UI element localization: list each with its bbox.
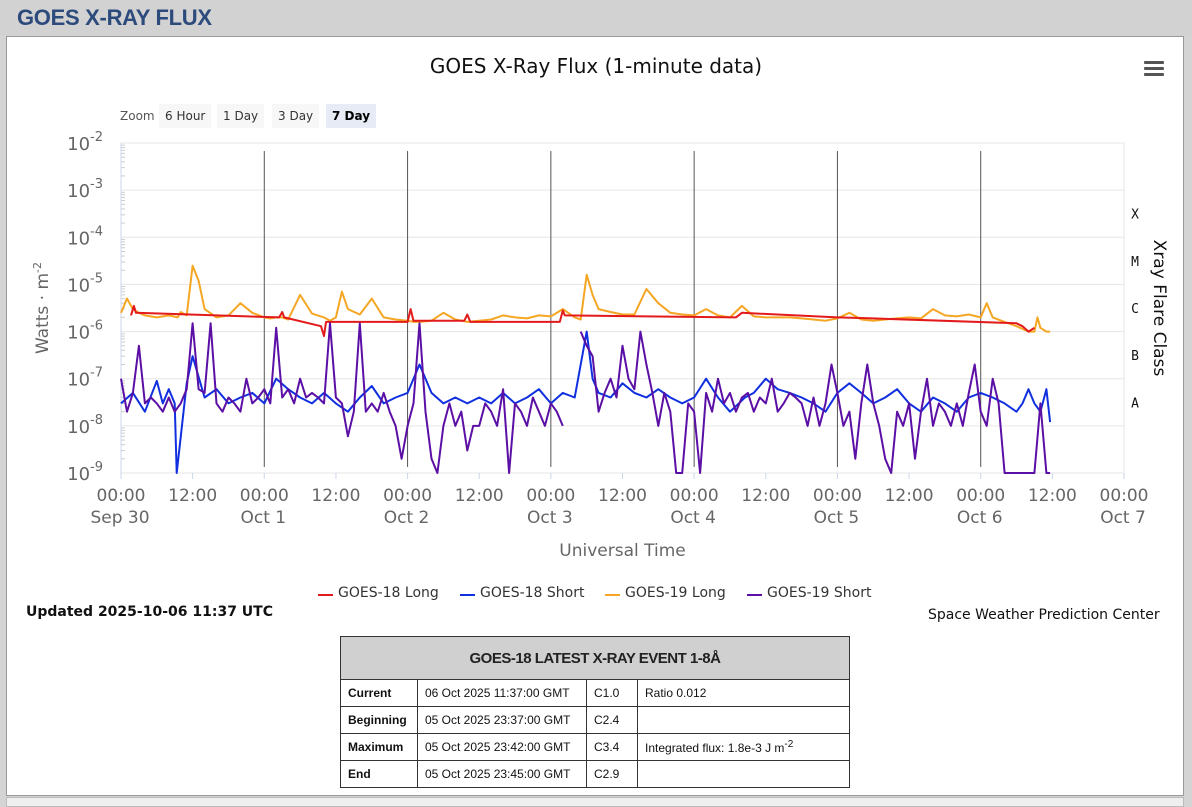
event-class: C2.4 — [586, 706, 638, 734]
y-axis-title: Watts · m-2 — [31, 262, 53, 354]
x-tick-date-label: Oct 1 — [240, 508, 286, 528]
xray-event-table: GOES-18 LATEST X-RAY EVENT 1-8Å Current … — [340, 636, 850, 788]
event-label: End — [340, 760, 418, 788]
x-tick-label: 12:00 — [455, 486, 504, 506]
y-tick-label: 10-9 — [67, 460, 103, 485]
x-tick-date-label: Oct 2 — [384, 508, 430, 528]
y-tick-label: 10-2 — [67, 130, 103, 155]
flare-class-label: X — [1131, 208, 1139, 223]
xray-flux-chart: 10-210-310-410-510-610-710-810-900:00Sep… — [31, 130, 1169, 561]
x-tick-label: 12:00 — [885, 486, 934, 506]
y-tick-label: 10-8 — [67, 413, 103, 438]
event-time: 05 Oct 2025 23:42:00 GMT — [417, 733, 587, 761]
x-tick-label: 00:00 — [956, 486, 1005, 506]
x-tick-label: 12:00 — [311, 486, 360, 506]
x-tick-label: 12:00 — [168, 486, 217, 506]
x-tick-date-label: Oct 3 — [527, 508, 573, 528]
event-class: C2.9 — [586, 760, 638, 788]
plot-area — [120, 142, 1125, 474]
event-label: Current — [340, 679, 418, 707]
table-row: End 05 Oct 2025 23:45:00 GMT C2.9 — [340, 760, 850, 788]
x-tick-date-label: Oct 6 — [957, 508, 1003, 528]
flare-class-label: M — [1131, 255, 1139, 270]
legend-swatch — [605, 594, 620, 596]
zoom-3-day-button[interactable]: 3 Day — [272, 104, 320, 128]
integrated-flux-exponent: -2 — [784, 739, 794, 750]
legend-label: GOES-19 Short — [767, 585, 872, 601]
event-time: 05 Oct 2025 23:45:00 GMT — [417, 760, 587, 788]
zoom-label: Zoom — [120, 109, 155, 123]
x-tick-date-label: Oct 5 — [814, 508, 860, 528]
x-tick-label: 12:00 — [741, 486, 790, 506]
chart-title: GOES X-Ray Flux (1-minute data) — [429, 54, 763, 78]
y-tick-label: 10-5 — [67, 271, 103, 296]
event-time: 06 Oct 2025 11:37:00 GMT — [417, 679, 587, 707]
x-tick-label: 00:00 — [1100, 486, 1149, 506]
series-line — [579, 330, 1051, 474]
event-extra — [637, 760, 850, 788]
legend-swatch — [747, 594, 762, 596]
y-tick-label: 10-4 — [67, 224, 103, 249]
x-tick-date-label: Oct 4 — [670, 508, 716, 528]
series-line — [120, 330, 1052, 474]
x-tick-label: 00:00 — [670, 486, 719, 506]
x-tick-label: 12:00 — [598, 486, 647, 506]
credit-text: Space Weather Prediction Center — [928, 607, 1160, 623]
event-table-title: GOES-18 LATEST X-RAY EVENT 1-8Å — [340, 636, 850, 680]
x-tick-label: 00:00 — [526, 486, 575, 506]
legend-label: GOES-18 Long — [338, 585, 439, 601]
event-extra — [637, 706, 850, 734]
zoom-1-day-button[interactable]: 1 Day — [217, 104, 265, 128]
series-line — [130, 304, 1035, 338]
y-tick-label: 10-7 — [67, 366, 103, 391]
zoom-6-hour-button[interactable]: 6 Hour — [159, 104, 212, 128]
legend-swatch — [318, 594, 333, 596]
page-title: GOES X-RAY FLUX — [17, 5, 212, 30]
table-row: Maximum 05 Oct 2025 23:42:00 GMT C3.4 In… — [340, 733, 850, 761]
flare-class-label: A — [1131, 396, 1139, 411]
table-row: Current 06 Oct 2025 11:37:00 GMT C1.0 Ra… — [340, 679, 850, 707]
event-label: Beginning — [340, 706, 418, 734]
x-tick-label: 00:00 — [97, 486, 146, 506]
event-class: C1.0 — [586, 679, 638, 707]
x-tick-date-label: Sep 30 — [90, 508, 149, 528]
event-time: 05 Oct 2025 23:37:00 GMT — [417, 706, 587, 734]
x-tick-label: 12:00 — [1028, 486, 1077, 506]
legend-label: GOES-19 Long — [625, 585, 726, 601]
series-line — [120, 264, 1051, 333]
updated-timestamp: Updated 2025-10-06 11:37 UTC — [26, 604, 273, 620]
y-tick-label: 10-6 — [67, 319, 103, 344]
y-tick-label: 10-3 — [67, 177, 103, 202]
bottom-panel-edge — [6, 797, 1184, 807]
legend-swatch — [460, 594, 475, 596]
event-extra: Ratio 0.012 — [637, 679, 850, 707]
flare-class-label: C — [1131, 302, 1139, 317]
flare-class-label: B — [1131, 349, 1139, 364]
x-tick-label: 00:00 — [383, 486, 432, 506]
x-tick-label: 00:00 — [813, 486, 862, 506]
x-axis-title: Universal Time — [559, 541, 685, 561]
x-tick-label: 00:00 — [240, 486, 289, 506]
event-extra: Integrated flux: 1.8e-3 J m-2 — [637, 733, 850, 761]
zoom-7-day-button[interactable]: 7 Day — [326, 104, 377, 128]
integrated-flux-text: Integrated flux: 1.8e-3 J m — [645, 741, 785, 755]
series-line — [120, 322, 564, 474]
chart-menu-icon[interactable] — [1144, 58, 1164, 78]
table-row: Beginning 05 Oct 2025 23:37:00 GMT C2.4 — [340, 706, 850, 734]
y2-axis-title: Xray Flare Class — [1149, 240, 1169, 377]
header-bar: GOES X-RAY FLUX — [0, 0, 1192, 36]
event-label: Maximum — [340, 733, 418, 761]
x-tick-date-label: Oct 7 — [1100, 508, 1146, 528]
legend-label: GOES-18 Short — [480, 585, 585, 601]
event-class: C3.4 — [586, 733, 638, 761]
